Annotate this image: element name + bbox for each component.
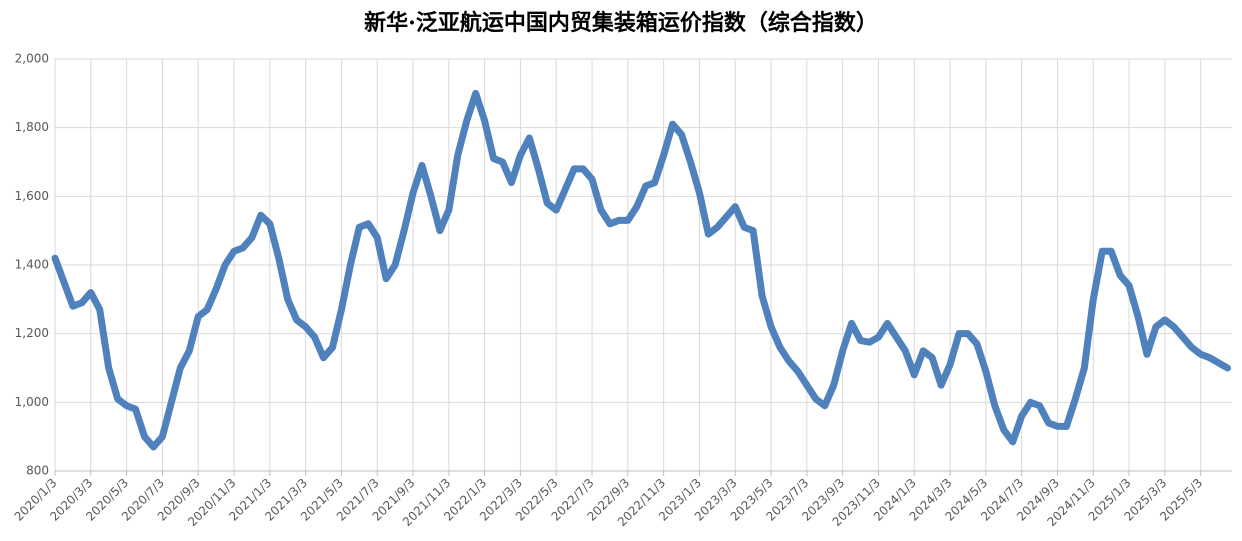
y-tick-label: 2,000: [15, 52, 49, 66]
y-tick-label: 1,400: [15, 258, 49, 272]
y-tick-label: 1,600: [15, 189, 49, 203]
line-series: [51, 89, 1232, 451]
y-tick-label: 1,200: [15, 326, 49, 340]
y-tick-label: 1,000: [15, 395, 49, 409]
chart-title: 新华·泛亚航运中国内贸集装箱运价指数（综合指数）: [364, 10, 878, 36]
y-tick-label: 1,800: [15, 120, 49, 134]
y-tick-label: 800: [26, 464, 49, 478]
